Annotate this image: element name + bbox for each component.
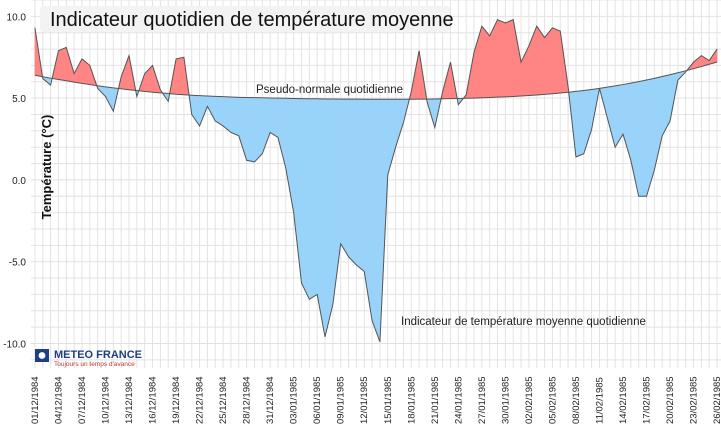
area-segment bbox=[340, 98, 349, 258]
area-segment bbox=[654, 76, 663, 171]
x-tick-label: 30/01/1985 bbox=[500, 376, 511, 424]
x-tick-label: 11/02/1985 bbox=[594, 377, 605, 424]
x-tick-label: 08/02/1985 bbox=[571, 376, 582, 424]
y-tick-label: -10.0 bbox=[3, 339, 26, 350]
area-segment bbox=[638, 79, 647, 197]
y-axis-label: Température (°C) bbox=[39, 115, 54, 220]
area-segment bbox=[309, 98, 318, 300]
area-segment bbox=[481, 25, 490, 99]
area-segment bbox=[269, 97, 279, 138]
area-segment bbox=[473, 26, 483, 99]
area-segment bbox=[614, 84, 624, 149]
area-segment bbox=[293, 98, 302, 283]
area-segment bbox=[371, 98, 381, 342]
area-segment bbox=[238, 97, 247, 161]
x-tick-label: 15/01/1985 bbox=[383, 376, 394, 424]
area-segment bbox=[262, 97, 271, 154]
area-segment bbox=[348, 98, 357, 266]
meteo-france-logo: METEO FRANCE Toujours un temps d'avance bbox=[35, 349, 142, 368]
x-tick-label: 12/01/1985 bbox=[359, 376, 370, 424]
x-tick-label: 06/01/1985 bbox=[312, 376, 323, 424]
area-segment bbox=[175, 56, 185, 96]
annotation-pseudo-normale: Pseudo-normale quotidienne bbox=[256, 84, 403, 96]
x-tick-label: 28/12/1984 bbox=[242, 376, 253, 424]
area-segment bbox=[301, 98, 310, 300]
x-tick-label: 16/12/1984 bbox=[148, 376, 159, 424]
area-segment bbox=[661, 74, 671, 136]
x-tick-label: 27/01/1985 bbox=[477, 376, 488, 424]
x-tick-label: 21/01/1985 bbox=[430, 376, 441, 424]
x-tick-label: 26/02/1985 bbox=[712, 376, 721, 424]
area-segment bbox=[191, 94, 200, 127]
area-segment bbox=[285, 97, 294, 213]
area-segment bbox=[583, 89, 592, 154]
x-tick-label: 22/12/1984 bbox=[195, 376, 206, 424]
x-tick-label: 09/01/1985 bbox=[336, 376, 347, 424]
area-segment bbox=[246, 97, 255, 163]
area-segment bbox=[379, 98, 389, 342]
annotation-indicateur: Indicateur de température moyenne quotid… bbox=[401, 316, 646, 328]
area-segment bbox=[552, 27, 561, 95]
area-segment bbox=[607, 85, 616, 148]
area-segment bbox=[497, 19, 506, 98]
x-tick-label: 17/02/1985 bbox=[642, 376, 653, 424]
area-segment bbox=[199, 95, 208, 127]
y-tick-label: -5.0 bbox=[9, 258, 27, 269]
area-segment bbox=[489, 19, 498, 98]
chart-title: Indicateur quotidien de température moye… bbox=[50, 9, 454, 31]
x-tick-label: 02/02/1985 bbox=[524, 376, 535, 424]
series-lines bbox=[34, 18, 718, 343]
x-tick-label: 14/02/1985 bbox=[618, 376, 629, 424]
series-line-indicateur bbox=[34, 18, 718, 343]
area-segment bbox=[575, 90, 585, 158]
x-tick-label: 23/02/1985 bbox=[689, 376, 700, 424]
area-segment bbox=[324, 98, 334, 337]
y-tick-label: 10.0 bbox=[7, 12, 27, 23]
area-segment bbox=[58, 46, 67, 82]
area-segment bbox=[254, 97, 263, 163]
x-tick-label: 01/12/1984 bbox=[30, 376, 41, 424]
y-tick-label: 5.0 bbox=[12, 94, 26, 105]
x-tick-label: 25/12/1984 bbox=[218, 376, 229, 424]
x-tick-label: 10/12/1984 bbox=[100, 376, 111, 424]
area-segment bbox=[646, 77, 655, 197]
logo-sun-icon bbox=[38, 352, 46, 359]
y-axis-ticks: 10.0 5.0 0.0 -5.0 -10.0 bbox=[3, 12, 26, 350]
area-segment bbox=[363, 98, 373, 321]
x-tick-label: 19/12/1984 bbox=[171, 376, 182, 424]
x-tick-label: 03/01/1985 bbox=[289, 376, 300, 424]
x-tick-label: 04/12/1984 bbox=[53, 376, 64, 424]
x-tick-label: 31/12/1984 bbox=[265, 376, 276, 424]
series-line-pseudo-normale bbox=[34, 61, 718, 100]
x-tick-label: 05/02/1985 bbox=[547, 376, 558, 424]
x-axis-ticks: 01/12/1984 04/12/1984 07/12/1984 10/12/1984… bbox=[30, 376, 721, 424]
area-segment bbox=[356, 98, 365, 273]
logo-name: METEO FRANCE bbox=[54, 349, 142, 361]
y-tick-label: 0.0 bbox=[12, 176, 26, 187]
area-segment bbox=[395, 98, 404, 148]
area-segment bbox=[505, 19, 514, 98]
x-tick-label: 24/01/1985 bbox=[453, 376, 464, 424]
x-tick-label: 18/01/1985 bbox=[406, 376, 417, 424]
area-segment bbox=[277, 97, 287, 169]
title-background bbox=[40, 6, 450, 32]
x-tick-label: 20/02/1985 bbox=[665, 376, 676, 424]
x-tick-label: 07/12/1984 bbox=[77, 376, 88, 424]
x-tick-label: 13/12/1984 bbox=[124, 376, 135, 424]
area-segment bbox=[544, 26, 553, 95]
logo-tagline: Toujours un temps d'avance bbox=[54, 361, 135, 368]
area-segment bbox=[230, 96, 240, 137]
